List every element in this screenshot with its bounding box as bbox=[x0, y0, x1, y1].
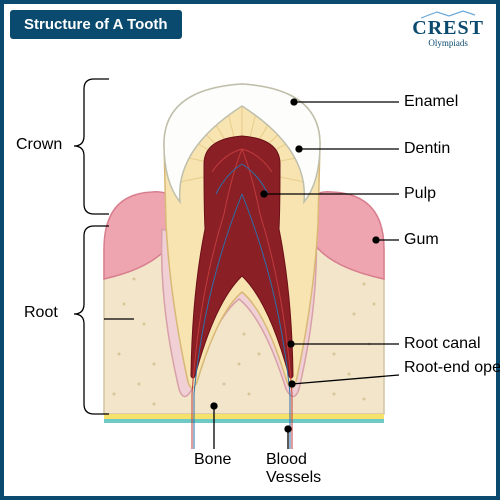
root-end-label: Root-end opening bbox=[404, 359, 500, 377]
crown-label: Crown bbox=[16, 136, 62, 154]
logo-main: CREST bbox=[412, 18, 484, 38]
logo-sub: Olympiads bbox=[412, 38, 484, 48]
cementum-shape bbox=[162, 229, 317, 397]
dentin-shape bbox=[164, 84, 320, 388]
pulp-shape bbox=[191, 136, 293, 449]
bone-shape bbox=[104, 249, 384, 423]
diagram-frame: Structure of A Tooth CREST Olympiads bbox=[0, 0, 500, 500]
gum-label: Gum bbox=[404, 231, 439, 249]
root-canal-label: Root canal bbox=[404, 335, 481, 353]
enamel-label: Enamel bbox=[404, 93, 458, 111]
blood-label: Blood Vessels bbox=[266, 451, 336, 486]
dentin-label: Dentin bbox=[404, 140, 450, 158]
pulp-label: Pulp bbox=[404, 185, 436, 203]
logo: CREST Olympiads bbox=[412, 10, 484, 48]
tooth-diagram: Crown Root Enamel Dentin Pulp Gum Root c… bbox=[4, 54, 496, 496]
gum-shape bbox=[104, 192, 384, 279]
title-bar: Structure of A Tooth bbox=[10, 10, 182, 39]
root-label: Root bbox=[24, 304, 58, 322]
bone-label: Bone bbox=[194, 451, 231, 469]
tooth-svg bbox=[4, 54, 496, 496]
enamel-shape bbox=[164, 84, 320, 202]
